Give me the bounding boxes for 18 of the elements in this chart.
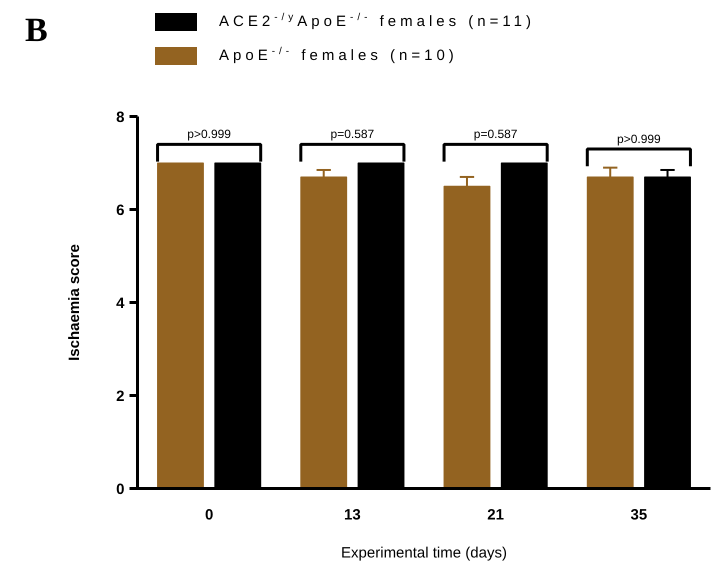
x-tick-label: 13 (344, 506, 361, 524)
annotation: p=0.587 (474, 127, 518, 142)
legend-label: ACE2$^{-/y}$ApoE$^{-/-}$ females (n=11) (219, 11, 535, 32)
chart-title: B (25, 11, 48, 51)
x-tick-label: 35 (630, 506, 648, 524)
x-axis-title: Experimental time (days) (341, 544, 507, 562)
y-tick-label: 4 (116, 295, 126, 312)
y-tick-label: 0 (116, 481, 124, 498)
y-tick-label: 2 (116, 388, 124, 405)
y-tick-label: 6 (116, 202, 124, 219)
x-tick-label: 0 (204, 506, 214, 524)
y-axis-title: Ischaemia score (66, 244, 84, 361)
annotation: p>0.999 (187, 127, 232, 142)
legend-label: ApoE$^{-/-}$ females (n=10) (219, 45, 458, 66)
x-tick-label: 21 (487, 506, 504, 524)
annotation: p>0.999 (617, 132, 662, 146)
y-tick-label: 8 (116, 109, 124, 126)
annotation: p=0.587 (330, 127, 375, 142)
